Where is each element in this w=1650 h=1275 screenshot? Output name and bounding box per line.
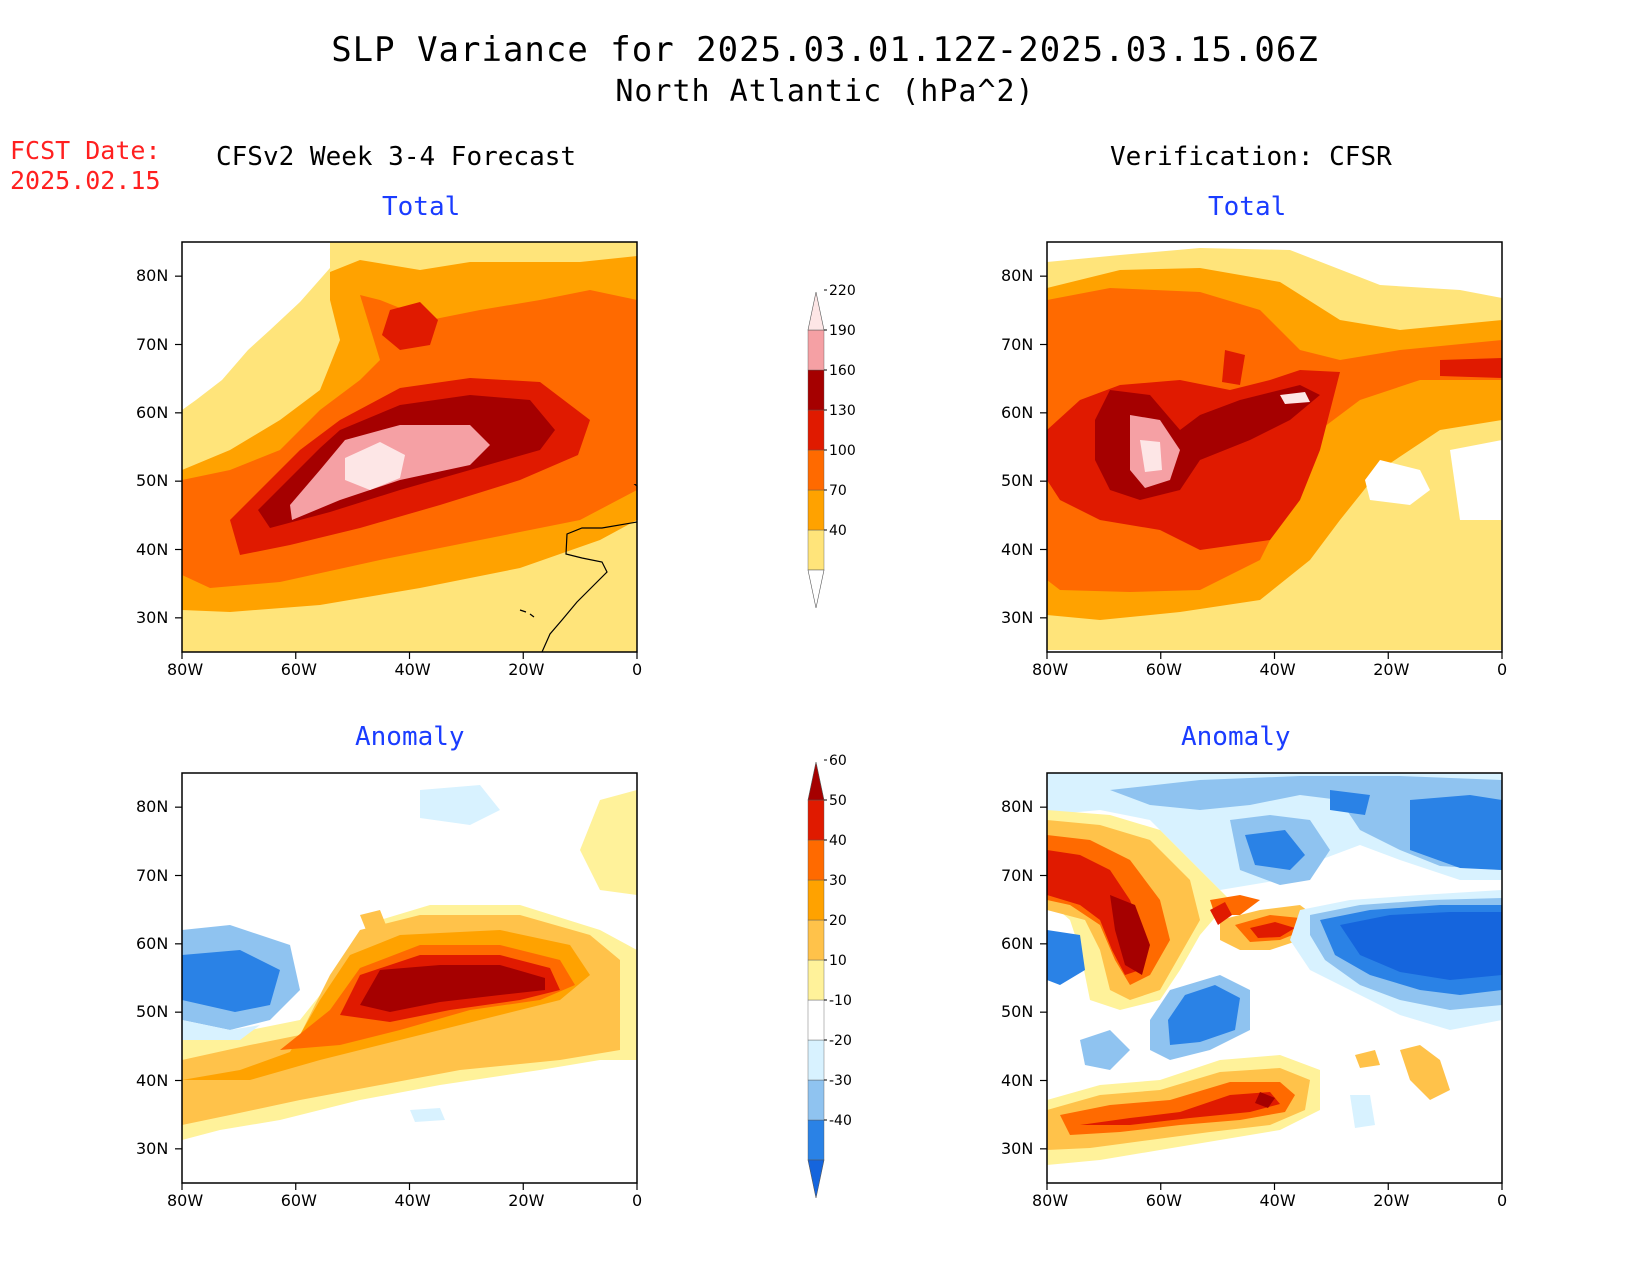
verification-total-subtitle: Total (1208, 192, 1287, 222)
lon-tick-label: 20W (1373, 660, 1410, 679)
lat-tick-label: 70N (136, 865, 169, 885)
lat-tick-label: 60N (136, 402, 169, 422)
lon-tick-label: 40W (394, 660, 431, 679)
lat-tick-label: 70N (1001, 334, 1034, 354)
colorbar-level-label: 220 (829, 283, 856, 299)
forecast-total-map (181, 241, 638, 653)
right-column-title: Verification: CFSR (1110, 142, 1392, 172)
colorbar-level-label: 50 (829, 793, 847, 809)
lon-tick-label: 60W (1145, 1191, 1182, 1210)
colorbar-level-label: 60 (829, 753, 847, 769)
colorbar-level-label: 130 (829, 403, 856, 419)
left-column-title: CFSv2 Week 3-4 Forecast (216, 142, 577, 172)
colorbar-swatch (807, 1039, 825, 1081)
colorbar-swatch (807, 449, 825, 491)
forecast-date-label: FCST Date: (10, 136, 161, 165)
forecast-date: FCST Date: 2025.02.15 (10, 136, 161, 196)
lat-tick-label: 70N (1001, 865, 1034, 885)
lat-tick-label: 30N (136, 1138, 169, 1158)
colorbar-swatch (807, 1119, 825, 1161)
lat-tick-label: 40N (136, 1070, 169, 1090)
colorbar-swatch (807, 799, 825, 841)
forecast-total-subtitle: Total (382, 192, 461, 222)
lat-tick-label: 40N (1001, 539, 1034, 559)
colorbar-arrow-top (807, 761, 825, 801)
lat-tick-label: 50N (1001, 1002, 1034, 1022)
lat-tick-label: 60N (1001, 933, 1034, 953)
colorbar-level-label: 30 (829, 873, 847, 889)
colorbar-swatch (807, 329, 825, 371)
lat-tick-label: 50N (136, 471, 169, 491)
lon-tick-label: 40W (1259, 1191, 1296, 1210)
colorbar-level-label: 40 (829, 523, 847, 539)
colorbar-swatch (807, 839, 825, 881)
lat-tick-label: 30N (136, 607, 169, 627)
lon-tick-label: 80W (1032, 1191, 1069, 1210)
colorbar-level-label: 70 (829, 483, 847, 499)
forecast-anomaly-subtitle: Anomaly (355, 722, 465, 752)
lat-tick-label: 80N (136, 266, 169, 286)
lat-tick-label: 30N (1001, 607, 1034, 627)
total-colorbar: 40 70 100 130 160 190 220 (807, 283, 856, 609)
lat-tick-label: 70N (136, 334, 169, 354)
colorbar-swatch (807, 1079, 825, 1121)
colorbar-level-label: -40 (829, 1113, 852, 1129)
colorbar-arrow-bottom (807, 569, 825, 609)
lat-tick-label: 80N (136, 797, 169, 817)
lon-tick-label: 20W (1373, 1191, 1410, 1210)
lon-tick-label: 40W (394, 1191, 431, 1210)
colorbar-level-label: -30 (829, 1073, 852, 1089)
colorbar-swatch (807, 919, 825, 961)
lat-tick-label: 60N (136, 933, 169, 953)
forecast-date-value: 2025.02.15 (10, 166, 161, 195)
figure-title-line1: SLP Variance for 2025.03.01.12Z-2025.03.… (331, 30, 1319, 70)
colorbar-swatch (807, 959, 825, 1001)
colorbar-level-label: 20 (829, 913, 847, 929)
colorbar-swatch (807, 409, 825, 451)
lat-tick-label: 40N (136, 539, 169, 559)
lon-tick-label: 40W (1259, 660, 1296, 679)
lat-tick-label: 50N (1001, 471, 1034, 491)
verification-anomaly-subtitle: Anomaly (1181, 722, 1291, 752)
colorbar-level-label: 160 (829, 363, 856, 379)
lon-tick-label: 0 (1497, 660, 1508, 679)
lon-tick-label: 80W (167, 660, 204, 679)
lon-tick-label: 0 (632, 1191, 643, 1210)
colorbar-level-label: -20 (829, 1033, 852, 1049)
lat-tick-label: 50N (136, 1002, 169, 1022)
colorbar-arrow-bottom (807, 1159, 825, 1199)
colorbar-arrow-top (807, 291, 825, 331)
anomaly-colorbar: -40 -30 -20 -10 10 20 30 40 50 60 (807, 753, 852, 1199)
verification-total-map (1046, 241, 1503, 653)
lat-tick-label: 40N (1001, 1070, 1034, 1090)
colorbar-swatch (807, 369, 825, 411)
figure-title-line2: North Atlantic (hPa^2) (615, 74, 1035, 109)
forecast-anomaly-map (181, 772, 638, 1184)
lon-tick-label: 20W (508, 660, 545, 679)
lon-tick-label: 0 (1497, 1191, 1508, 1210)
lon-tick-label: 80W (167, 1191, 204, 1210)
verification-anomaly-map (1046, 772, 1503, 1184)
colorbar-level-label: -10 (829, 993, 852, 1009)
lat-tick-label: 60N (1001, 402, 1034, 422)
lon-tick-label: 20W (508, 1191, 545, 1210)
lat-tick-label: 80N (1001, 797, 1034, 817)
lon-tick-label: 60W (280, 1191, 317, 1210)
colorbar-level-label: 10 (829, 953, 847, 969)
colorbar-level-label: 190 (829, 323, 856, 339)
lat-tick-label: 30N (1001, 1138, 1034, 1158)
colorbar-swatch (807, 489, 825, 531)
colorbar-swatch (807, 999, 825, 1041)
lon-tick-label: 0 (632, 660, 643, 679)
colorbar-swatch (807, 529, 825, 571)
colorbar-level-label: 40 (829, 833, 847, 849)
lon-tick-label: 60W (280, 660, 317, 679)
lon-tick-label: 80W (1032, 660, 1069, 679)
lat-tick-label: 80N (1001, 266, 1034, 286)
lon-tick-label: 60W (1145, 660, 1182, 679)
colorbar-level-label: 100 (829, 443, 856, 459)
colorbar-swatch (807, 879, 825, 921)
